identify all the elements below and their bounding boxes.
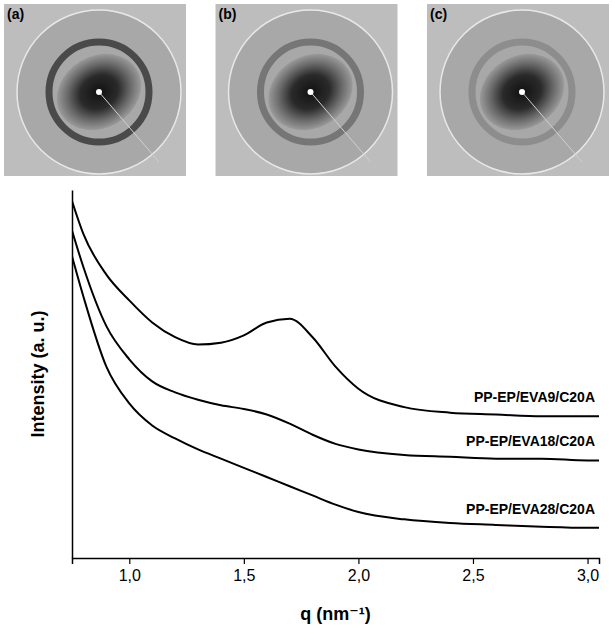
x-tick-label: 1,5 <box>233 567 255 584</box>
beamstop-holder <box>522 92 582 162</box>
y-axis-line <box>72 191 74 559</box>
x-tick: 3,0 <box>577 558 599 584</box>
pattern-background <box>427 4 609 176</box>
plot-area <box>72 201 599 528</box>
x-axis: 1,0 1,5 2,0 2,5 3,0 <box>73 558 600 584</box>
figure: (a) (b) (c) 1,0 1,5 2,0 2,5 3,0 PP-EP/EVA9/C20A P… <box>0 0 613 638</box>
central-scatter <box>466 39 578 145</box>
pattern-background <box>216 4 398 176</box>
scattering-pattern: (b) <box>216 4 398 176</box>
series-label: PP-EP/EVA28/C20A <box>466 501 595 517</box>
x-tick-label: 3,0 <box>577 567 599 584</box>
y-axis <box>72 191 73 559</box>
scattering-pattern: (c) <box>427 4 609 176</box>
detector-edge <box>440 10 604 174</box>
x-tick-mark <box>358 558 359 564</box>
x-tick: 1,5 <box>233 558 255 584</box>
series-label: PP-EP/EVA18/C20A <box>466 433 595 449</box>
scattering-pattern: (a) <box>4 4 186 176</box>
x-tick-label: 2,5 <box>462 567 484 584</box>
central-scatter <box>254 39 366 145</box>
series-line <box>72 230 599 460</box>
x-tick: 2,5 <box>462 558 484 584</box>
x-tick-mark <box>129 558 130 564</box>
beam-center <box>308 89 314 95</box>
pattern-background <box>4 4 186 176</box>
y-axis-title: Intensity (a. u.) <box>28 310 48 437</box>
chart: 1,0 1,5 2,0 2,5 3,0 PP-EP/EVA9/C20A PP-EP/EVA1… <box>28 191 600 625</box>
series-line <box>72 201 599 416</box>
x-tick-label: 1,0 <box>119 567 141 584</box>
x-axis-title: q (nm⁻¹) <box>300 604 370 624</box>
panel-label: (a) <box>7 6 24 22</box>
panel-label: (c) <box>430 6 447 22</box>
x-tick-mark <box>587 558 588 564</box>
detector-edge <box>229 10 393 174</box>
panel-label: (b) <box>219 6 237 22</box>
x-tick-mark <box>473 558 474 564</box>
series-line <box>72 256 599 528</box>
beamstop-holder <box>311 92 371 162</box>
series-label: PP-EP/EVA9/C20A <box>474 389 595 405</box>
x-tick: 2,0 <box>348 558 370 584</box>
x-axis-line <box>73 559 600 565</box>
beamstop-holder <box>99 92 159 162</box>
x-tick-label: 2,0 <box>348 567 370 584</box>
central-scatter <box>43 39 155 145</box>
beam-center <box>96 89 102 95</box>
x-tick: 1,0 <box>119 558 141 584</box>
x-tick-mark <box>244 558 245 564</box>
detector-edge <box>17 10 181 174</box>
beam-center <box>519 89 525 95</box>
